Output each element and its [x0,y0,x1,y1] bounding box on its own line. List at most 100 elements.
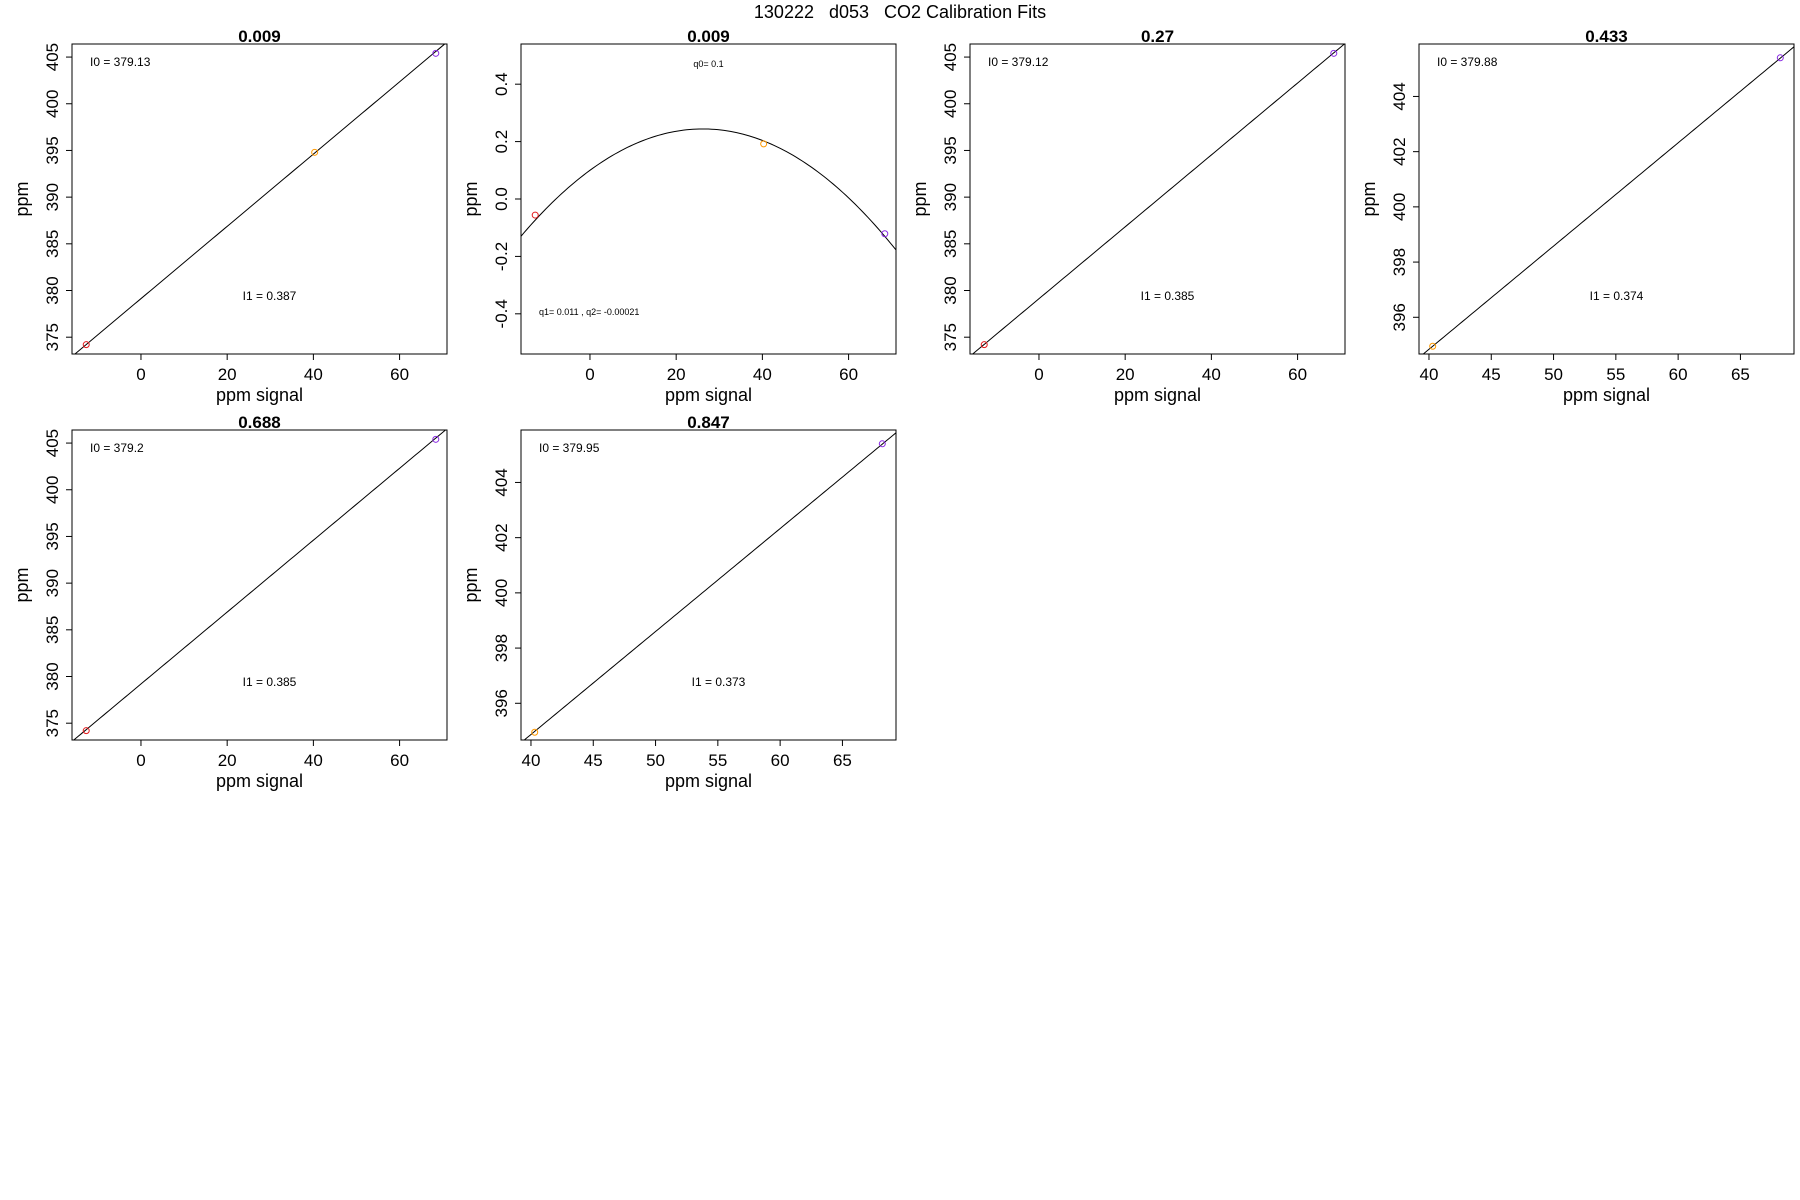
data-point [878,440,886,448]
y-tick-label: 400 [43,90,62,118]
x-tick-label: 20 [667,365,686,384]
y-tick-label: 400 [1390,193,1409,221]
y-tick-label: 395 [43,522,62,550]
y-tick-label: 396 [1390,303,1409,331]
x-tick-label: 60 [390,751,409,770]
data-point [82,727,90,735]
y-tick-label: 405 [941,43,960,71]
y-tick-label: 404 [492,468,511,496]
y-tick-label: 375 [43,709,62,737]
x-tick-label: 20 [218,751,237,770]
x-axis-label: ppm signal [665,385,752,405]
x-tick-label: 0 [136,365,145,384]
fit-line [971,44,1345,354]
y-tick-label: 402 [492,523,511,551]
plot-panel-2: 0.009 0 20 40 60 -0.4 -0.2 0.0 0.2 0.4 ppm signal p… [461,27,897,405]
y-tick-label: 375 [43,323,62,351]
data-point [311,148,319,156]
annotation-top: I0 = 379.88 [1437,55,1498,69]
fit-line [74,44,446,354]
x-tick-label: 40 [1420,365,1439,384]
x-tick-label: 40 [304,751,323,770]
x-tick-label: 55 [1606,365,1625,384]
x-tick-label: 60 [390,365,409,384]
annotation-top: I0 = 379.12 [988,55,1049,69]
y-tick-label: 380 [941,276,960,304]
annotation-top: I0 = 379.95 [539,441,600,455]
x-axis-label: ppm signal [665,771,752,791]
plot-title: 0.433 [1585,27,1628,46]
x-tick-label: 50 [646,751,665,770]
plot-panel-1: 0.009 0 20 40 60 375 380 385 390 395 400 405 ppm sig… [12,27,448,405]
annotation-bottom: I1 = 0.387 [243,289,297,303]
data-point [531,728,539,736]
y-tick-label: 0.0 [492,187,511,211]
y-tick-label: 0.2 [492,130,511,154]
annotation-bottom: I1 = 0.385 [1141,289,1195,303]
x-tick-label: 45 [1482,365,1501,384]
data-point [432,49,440,57]
x-axis-label: ppm signal [216,385,303,405]
y-tick-label: -0.4 [492,299,511,328]
fit-line [523,432,896,740]
plot-title: 0.847 [687,413,730,432]
x-tick-label: 0 [585,365,594,384]
y-tick-label: 390 [43,569,62,597]
y-axis-label: ppm [1359,181,1379,216]
annotation-bottom: I1 = 0.374 [1590,289,1644,303]
y-tick-label: 385 [43,230,62,258]
annotation-bottom: q1= 0.011 , q2= -0.00021 [539,307,639,317]
y-tick-label: 375 [941,323,960,351]
y-axis-label: ppm [461,181,481,216]
x-tick-label: 40 [304,365,323,384]
y-tick-label: 380 [43,662,62,690]
x-tick-label: 40 [522,751,541,770]
x-axis-label: ppm signal [1114,385,1201,405]
plot-panel-4: 0.433 40 45 50 55 60 65 396 398 400 402 404 ppm sign… [1359,27,1795,405]
plot-panel-3: 0.27 0 20 40 60 375 380 385 390 395 400 405 ppm sign… [910,27,1346,405]
y-axis-label: ppm [12,567,32,602]
x-tick-label: 20 [1116,365,1135,384]
x-tick-label: 60 [1669,365,1688,384]
x-tick-label: 45 [584,751,603,770]
y-tick-label: 402 [1390,137,1409,165]
x-tick-label: 0 [1034,365,1043,384]
fit-line [521,128,896,251]
y-tick-label: 0.4 [492,72,511,96]
y-tick-label: 395 [941,136,960,164]
page-title: 130222 d053 CO2 Calibration Fits [753,2,1047,22]
x-tick-label: 40 [753,365,772,384]
data-point [82,341,90,349]
y-tick-label: 385 [43,616,62,644]
x-tick-label: 60 [839,365,858,384]
plot-frame [520,429,897,741]
data-point [432,435,440,443]
x-tick-label: 65 [833,751,852,770]
y-axis-label: ppm [910,181,930,216]
annotation-top: q0= 0.1 [693,59,723,69]
y-tick-label: 398 [492,634,511,662]
plot-panel-5: 0.688 0 20 40 60 375 380 385 390 395 400 405 ppm sig… [12,413,448,791]
annotation-top: I0 = 379.13 [90,55,151,69]
y-tick-label: 395 [43,136,62,164]
plot-panel-6: 0.847 40 45 50 55 60 65 396 398 400 402 404 ppm sign… [461,413,897,791]
data-point [531,211,539,219]
y-tick-label: 400 [492,579,511,607]
plot-title: 0.009 [687,27,730,46]
x-tick-label: 55 [708,751,727,770]
x-tick-label: 20 [218,365,237,384]
data-point [760,140,768,148]
y-tick-label: 390 [941,183,960,211]
plot-frame [969,43,1346,355]
x-tick-label: 0 [136,751,145,770]
data-point [980,341,988,349]
y-tick-label: 398 [1390,248,1409,276]
y-tick-label: 385 [941,230,960,258]
annotation-bottom: I1 = 0.373 [692,675,746,689]
y-tick-label: 405 [43,43,62,71]
y-tick-label: -0.2 [492,242,511,271]
annotation-top: I0 = 379.2 [90,441,144,455]
fit-line [1422,46,1794,354]
data-point [1330,49,1338,57]
plot-frame [1418,43,1795,355]
